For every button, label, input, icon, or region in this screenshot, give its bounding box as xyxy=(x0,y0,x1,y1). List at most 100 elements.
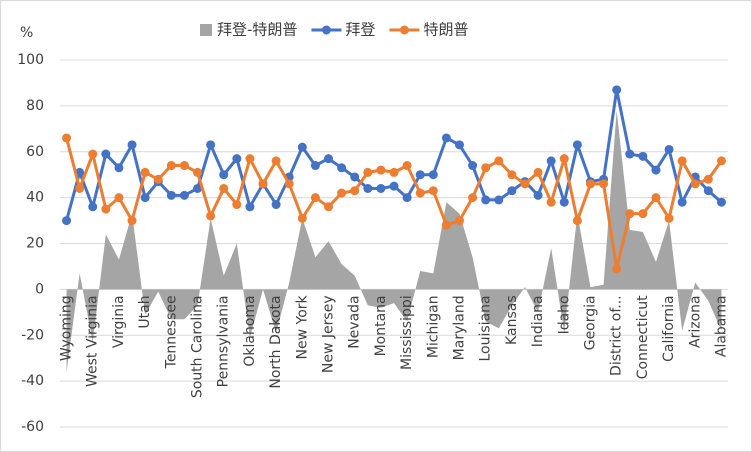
legend-label: 拜登-特朗普 xyxy=(217,21,297,39)
y-tick-label: 80 xyxy=(26,98,44,114)
x-tick-label: Indiana xyxy=(530,295,546,347)
point-marker xyxy=(638,151,648,161)
point-marker xyxy=(454,216,464,226)
point-marker xyxy=(114,193,124,203)
x-tick-label: Mississippi xyxy=(399,295,415,370)
point-marker xyxy=(664,213,674,223)
x-tick-label: West Virginia xyxy=(85,295,101,387)
point-marker xyxy=(677,197,687,207)
legend-label: 拜登 xyxy=(345,21,375,39)
point-marker xyxy=(363,167,373,177)
point-marker xyxy=(206,211,216,221)
point-marker xyxy=(481,195,491,205)
point-marker xyxy=(127,140,137,150)
point-marker xyxy=(703,186,713,196)
legend-label: 特朗普 xyxy=(423,21,468,39)
point-marker xyxy=(546,156,556,166)
point-marker xyxy=(572,140,582,150)
point-marker xyxy=(324,202,334,212)
x-tick-label: Maryland xyxy=(451,295,467,360)
point-marker xyxy=(690,179,700,189)
point-marker xyxy=(219,170,229,180)
point-marker xyxy=(271,200,281,210)
point-marker xyxy=(716,197,726,207)
point-marker xyxy=(62,133,72,143)
point-marker xyxy=(324,154,334,164)
legend-swatch xyxy=(200,24,212,36)
y-unit-label: % xyxy=(20,25,33,41)
x-tick-label: New Jersey xyxy=(321,295,337,373)
point-marker xyxy=(402,161,412,171)
y-tick-label: 20 xyxy=(26,236,44,252)
point-marker xyxy=(533,167,543,177)
point-marker xyxy=(572,216,582,226)
point-marker xyxy=(625,209,635,219)
point-marker xyxy=(428,186,438,196)
point-marker xyxy=(101,204,111,214)
x-tick-label: Virginia xyxy=(111,295,127,348)
point-marker xyxy=(114,163,124,173)
point-marker xyxy=(310,161,320,171)
point-marker xyxy=(612,264,622,274)
point-marker xyxy=(559,154,569,164)
point-marker xyxy=(716,156,726,166)
x-tick-label: Utah xyxy=(137,295,153,328)
point-marker xyxy=(101,149,111,159)
point-marker xyxy=(599,179,609,189)
point-marker xyxy=(468,161,478,171)
point-marker xyxy=(62,216,72,226)
point-marker xyxy=(337,163,347,173)
x-tick-label: Arizona xyxy=(687,295,703,348)
point-marker xyxy=(507,186,517,196)
x-tick-label: District of... xyxy=(609,295,625,376)
point-marker xyxy=(140,193,150,203)
point-marker xyxy=(363,183,373,193)
point-marker xyxy=(271,156,281,166)
point-marker xyxy=(376,183,386,193)
point-marker xyxy=(481,163,491,173)
y-tick-label: 40 xyxy=(26,190,44,206)
point-marker xyxy=(494,156,504,166)
y-tick-label: 100 xyxy=(17,52,44,68)
point-marker xyxy=(350,186,360,196)
point-marker xyxy=(651,193,661,203)
point-marker xyxy=(376,165,386,175)
point-marker xyxy=(140,167,150,177)
point-marker xyxy=(179,161,189,171)
x-tick-label: Louisiana xyxy=(478,295,494,361)
point-marker xyxy=(297,213,307,223)
point-marker xyxy=(310,193,320,203)
x-tick-label: Georgia xyxy=(582,295,598,350)
y-tick-label: -20 xyxy=(21,327,44,343)
point-marker xyxy=(350,172,360,182)
legend-marker xyxy=(321,25,331,35)
x-tick-label: California xyxy=(661,295,677,361)
point-marker xyxy=(88,149,98,159)
point-marker xyxy=(127,216,137,226)
point-marker xyxy=(193,167,203,177)
point-marker xyxy=(245,202,255,212)
point-marker xyxy=(245,154,255,164)
point-marker xyxy=(520,179,530,189)
point-marker xyxy=(179,190,189,200)
point-marker xyxy=(153,174,163,184)
point-marker xyxy=(219,183,229,193)
x-tick-label: Alabama xyxy=(713,295,729,357)
point-marker xyxy=(638,209,648,219)
point-marker xyxy=(402,193,412,203)
point-marker xyxy=(703,174,713,184)
x-tick-label: Michigan xyxy=(425,295,441,358)
point-marker xyxy=(546,197,556,207)
point-marker xyxy=(612,85,622,95)
x-tick-label: Oklahoma xyxy=(242,295,258,366)
point-marker xyxy=(651,165,661,175)
point-marker xyxy=(507,170,517,180)
point-marker xyxy=(585,179,595,189)
point-marker xyxy=(428,170,438,180)
point-marker xyxy=(206,140,216,150)
point-marker xyxy=(389,167,399,177)
y-tick-label: -60 xyxy=(21,419,44,435)
point-marker xyxy=(559,197,569,207)
point-marker xyxy=(284,179,294,189)
